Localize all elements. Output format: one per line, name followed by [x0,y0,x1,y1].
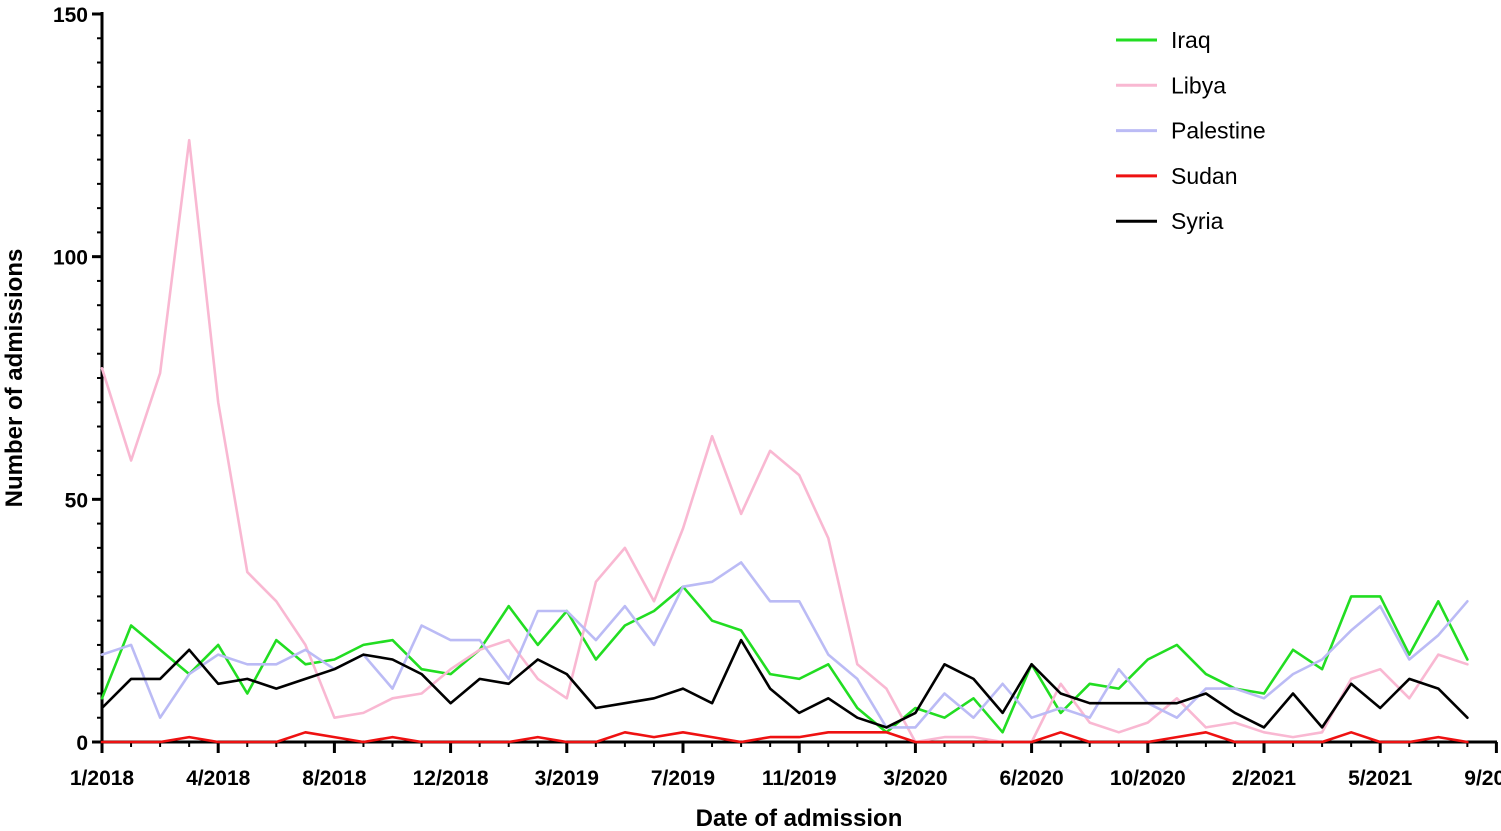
y-tick-label: 100 [53,247,88,270]
x-tick-label: 4/2018 [186,767,251,790]
x-tick-label: 2/2021 [1232,767,1297,790]
axes: 0 50 100 150 1/2018 4/2018 8/2018 12/2018 3/2019… [53,4,1501,790]
legend-label-iraq: Iraq [1171,27,1211,53]
x-tick-label: 6/2020 [999,767,1063,790]
series-line-syria [100,638,1469,729]
y-tick-label: 50 [65,489,88,512]
x-tick-label: 11/2019 [762,767,837,790]
legend: Iraq Libya Palestine Sudan Syria [1116,27,1266,234]
x-tick-label: 1/2018 [70,767,135,790]
legend-label-syria: Syria [1171,208,1224,234]
x-axis-title: Date of admission [696,805,903,831]
series-line-sudan [100,730,1469,744]
legend-label-palestine: Palestine [1171,118,1266,144]
y-tick-label: 150 [53,4,88,27]
y-axis-title: Number of admissions [1,249,28,508]
series-lines [100,138,1469,744]
x-tick-label: 10/2020 [1110,767,1186,790]
legend-label-sudan: Sudan [1171,163,1238,189]
y-tick-label: 0 [76,732,88,755]
x-tick-label: 12/2018 [413,767,489,790]
series-line-iraq [100,585,1469,734]
series-line-palestine [100,561,1469,729]
x-tick-label: 3/2019 [535,767,599,790]
x-tick-label: 5/2021 [1348,767,1413,790]
x-tick-label: 8/2018 [302,767,367,790]
legend-label-libya: Libya [1171,72,1226,98]
x-tick-label: 7/2019 [651,767,715,790]
x-tick-label: 3/2020 [883,767,947,790]
x-tick-label: 9/2021 [1464,767,1501,790]
series-line-libya [100,138,1469,744]
